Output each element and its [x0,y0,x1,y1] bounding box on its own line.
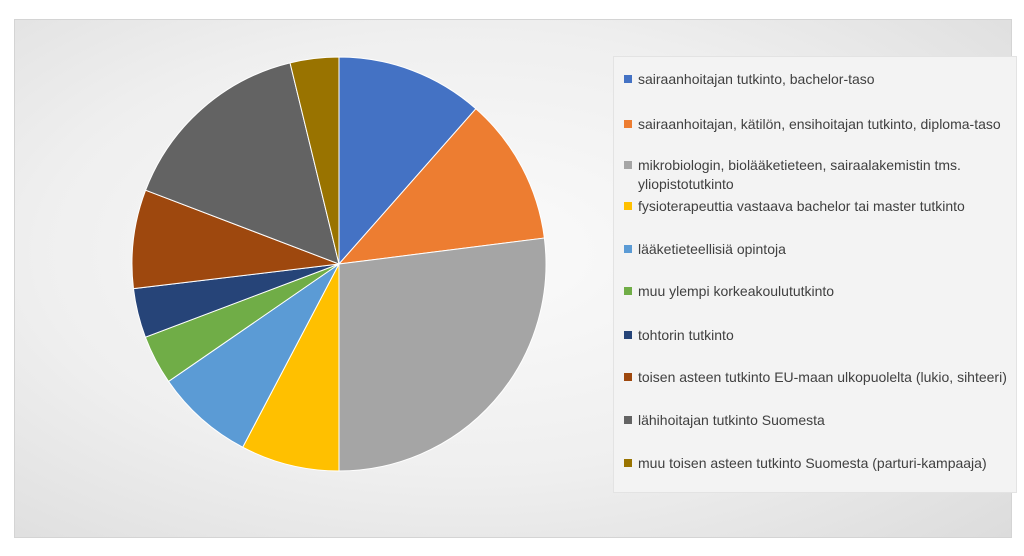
pie-slice [144,62,340,265]
legend-label: muu ylempi korkeakoulututkinto [638,283,835,299]
legend-label: sairaanhoitajan, kätilön, ensihoitajan t… [638,116,1001,132]
pie-slice [131,189,340,290]
legend-item: toisen asteen tutkinto EU-maan ulkopuole… [624,368,1010,387]
legend-item: sairaanhoitajan, kätilön, ensihoitajan t… [624,115,1010,134]
pie-slice [338,237,547,472]
legend-swatch [624,373,632,381]
pie-slice [337,108,545,265]
legend-item: fysioterapeuttia vastaava bachelor tai m… [624,197,1010,216]
legend-label: fysioterapeuttia vastaava bachelor tai m… [638,198,965,214]
pie-slice [338,56,477,266]
legend-label: tohtorin tutkinto [638,327,734,343]
legend-item: tohtorin tutkinto [624,326,1010,345]
legend-label: mikrobiologin, biolääketieteen, sairaala… [638,157,961,192]
legend-item: lähihoitajan tutkinto Suomesta [624,411,1010,430]
legend-label: muu toisen asteen tutkinto Suomesta (par… [638,455,987,471]
legend-swatch [624,331,632,339]
chart-legend: sairaanhoitajan tutkinto, bachelor-taso s… [613,56,1017,493]
legend-item: mikrobiologin, biolääketieteen, sairaala… [624,156,1010,194]
legend-swatch [624,120,632,128]
pie-chart [131,56,547,472]
legend-swatch [624,161,632,169]
pie-slices [131,56,547,472]
pie-slice [167,263,340,448]
legend-swatch [624,459,632,467]
legend-swatch [624,287,632,295]
pie-slice [242,263,340,472]
legend-swatch [624,202,632,210]
legend-item: muu toisen asteen tutkinto Suomesta (par… [624,454,1010,473]
legend-item: lääketieteellisiä opintoja [624,240,1010,259]
legend-label: lääketieteellisiä opintoja [638,241,786,257]
legend-label: toisen asteen tutkinto EU-maan ulkopuole… [638,369,1007,385]
pie-slice [289,56,340,265]
legend-swatch [624,245,632,253]
legend-swatch [624,416,632,424]
chart-area: sairaanhoitajan tutkinto, bachelor-taso s… [14,19,1017,538]
legend-label: sairaanhoitajan tutkinto, bachelor-taso [638,71,875,87]
legend-label: lähihoitajan tutkinto Suomesta [638,412,825,428]
legend-item: muu ylempi korkeakoulututkinto [624,282,1010,301]
legend-item: sairaanhoitajan tutkinto, bachelor-taso [624,70,1010,89]
legend-swatch [624,75,632,83]
